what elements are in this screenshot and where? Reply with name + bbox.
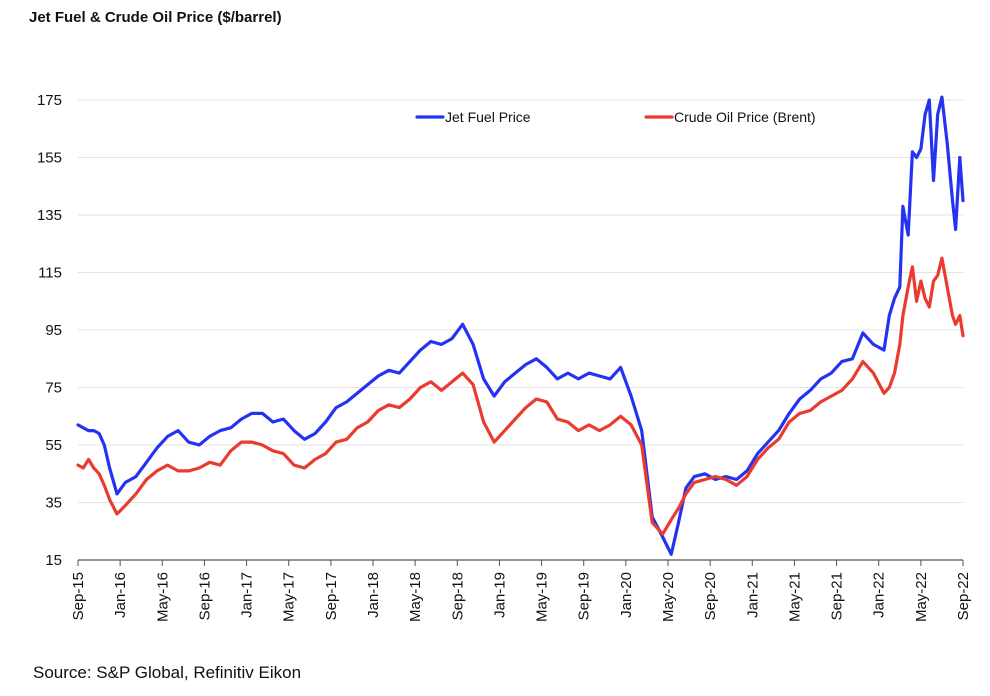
gridlines xyxy=(78,99,963,503)
x-tick-label-Sep-16: Sep-16 xyxy=(196,572,213,620)
x-tick-label-Sep-19: Sep-19 xyxy=(576,572,593,620)
x-tick-label-Jan-20: Jan-20 xyxy=(618,572,635,618)
x-tick-label-May-21: May-21 xyxy=(786,572,803,622)
x-tick-label-Jan-18: Jan-18 xyxy=(365,572,382,618)
x-tick-label-Sep-22: Sep-22 xyxy=(955,572,972,620)
y-tick-label-75: 75 xyxy=(45,380,62,397)
x-tick-label-Sep-15: Sep-15 xyxy=(70,572,87,620)
chart-title: Jet Fuel & Crude Oil Price ($/barrel) xyxy=(29,9,282,26)
series-line-crude-oil xyxy=(76,256,965,536)
x-tick-label-May-17: May-17 xyxy=(281,572,298,622)
series-line-jet-fuel xyxy=(76,95,965,556)
y-tick-label-15: 15 xyxy=(45,552,62,569)
x-tick-label-Jan-22: Jan-22 xyxy=(871,572,888,618)
x-tick-label-Jan-16: Jan-16 xyxy=(112,572,129,618)
legend: Jet Fuel Price Crude Oil Price (Brent) xyxy=(415,109,816,125)
y-tick-label-135: 135 xyxy=(37,207,62,224)
x-tick-label-Jan-17: Jan-17 xyxy=(239,572,256,618)
x-tick-label-May-20: May-20 xyxy=(660,572,677,622)
x-tick-label-Sep-20: Sep-20 xyxy=(702,572,719,620)
x-tick-label-Sep-21: Sep-21 xyxy=(829,572,846,620)
legend-label-jet-fuel: Jet Fuel Price xyxy=(445,109,531,125)
legend-label-crude-oil: Crude Oil Price (Brent) xyxy=(674,109,816,125)
x-tick-label-May-19: May-19 xyxy=(534,572,551,622)
x-tick-label-May-18: May-18 xyxy=(407,572,424,622)
x-tick-label-May-16: May-16 xyxy=(154,572,171,622)
y-tick-label-175: 175 xyxy=(37,92,62,109)
y-tick-label-35: 35 xyxy=(45,495,62,512)
x-tick-label-Sep-18: Sep-18 xyxy=(449,572,466,620)
y-tick-label-55: 55 xyxy=(45,437,62,454)
chart-source: Source: S&P Global, Refinitiv Eikon xyxy=(33,663,302,682)
x-tick-label-Sep-17: Sep-17 xyxy=(323,572,340,620)
y-tick-label-95: 95 xyxy=(45,322,62,339)
x-tick-label-May-22: May-22 xyxy=(913,572,930,622)
x-tick-label-Jan-19: Jan-19 xyxy=(491,572,508,618)
series-lines xyxy=(76,95,965,556)
axes: 175 155 135 115 95 75 55 35 15 Sep-15 Jan-16 May-16… xyxy=(37,92,972,622)
y-tick-label-115: 115 xyxy=(38,265,62,282)
x-tick-label-Jan-21: Jan-21 xyxy=(744,572,761,618)
y-tick-label-155: 155 xyxy=(37,150,62,167)
